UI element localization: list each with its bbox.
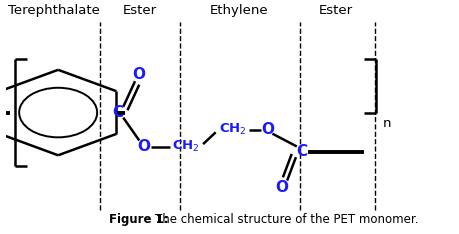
Text: O: O xyxy=(260,122,273,137)
Text: Ester: Ester xyxy=(318,4,352,17)
Text: C: C xyxy=(112,105,123,120)
Text: CH$_2$: CH$_2$ xyxy=(172,139,200,154)
Text: Terephthalate: Terephthalate xyxy=(8,4,100,17)
Text: O: O xyxy=(137,139,150,154)
Text: The chemical structure of the PET monomer.: The chemical structure of the PET monome… xyxy=(154,213,417,226)
Text: Ester: Ester xyxy=(123,4,157,17)
Text: Figure 1:: Figure 1: xyxy=(108,213,168,226)
Text: n: n xyxy=(381,117,390,130)
Text: O: O xyxy=(133,67,146,82)
Text: Ethylene: Ethylene xyxy=(209,4,268,17)
Text: CH$_2$: CH$_2$ xyxy=(218,122,246,137)
Text: C: C xyxy=(296,144,307,159)
Text: O: O xyxy=(275,180,288,195)
